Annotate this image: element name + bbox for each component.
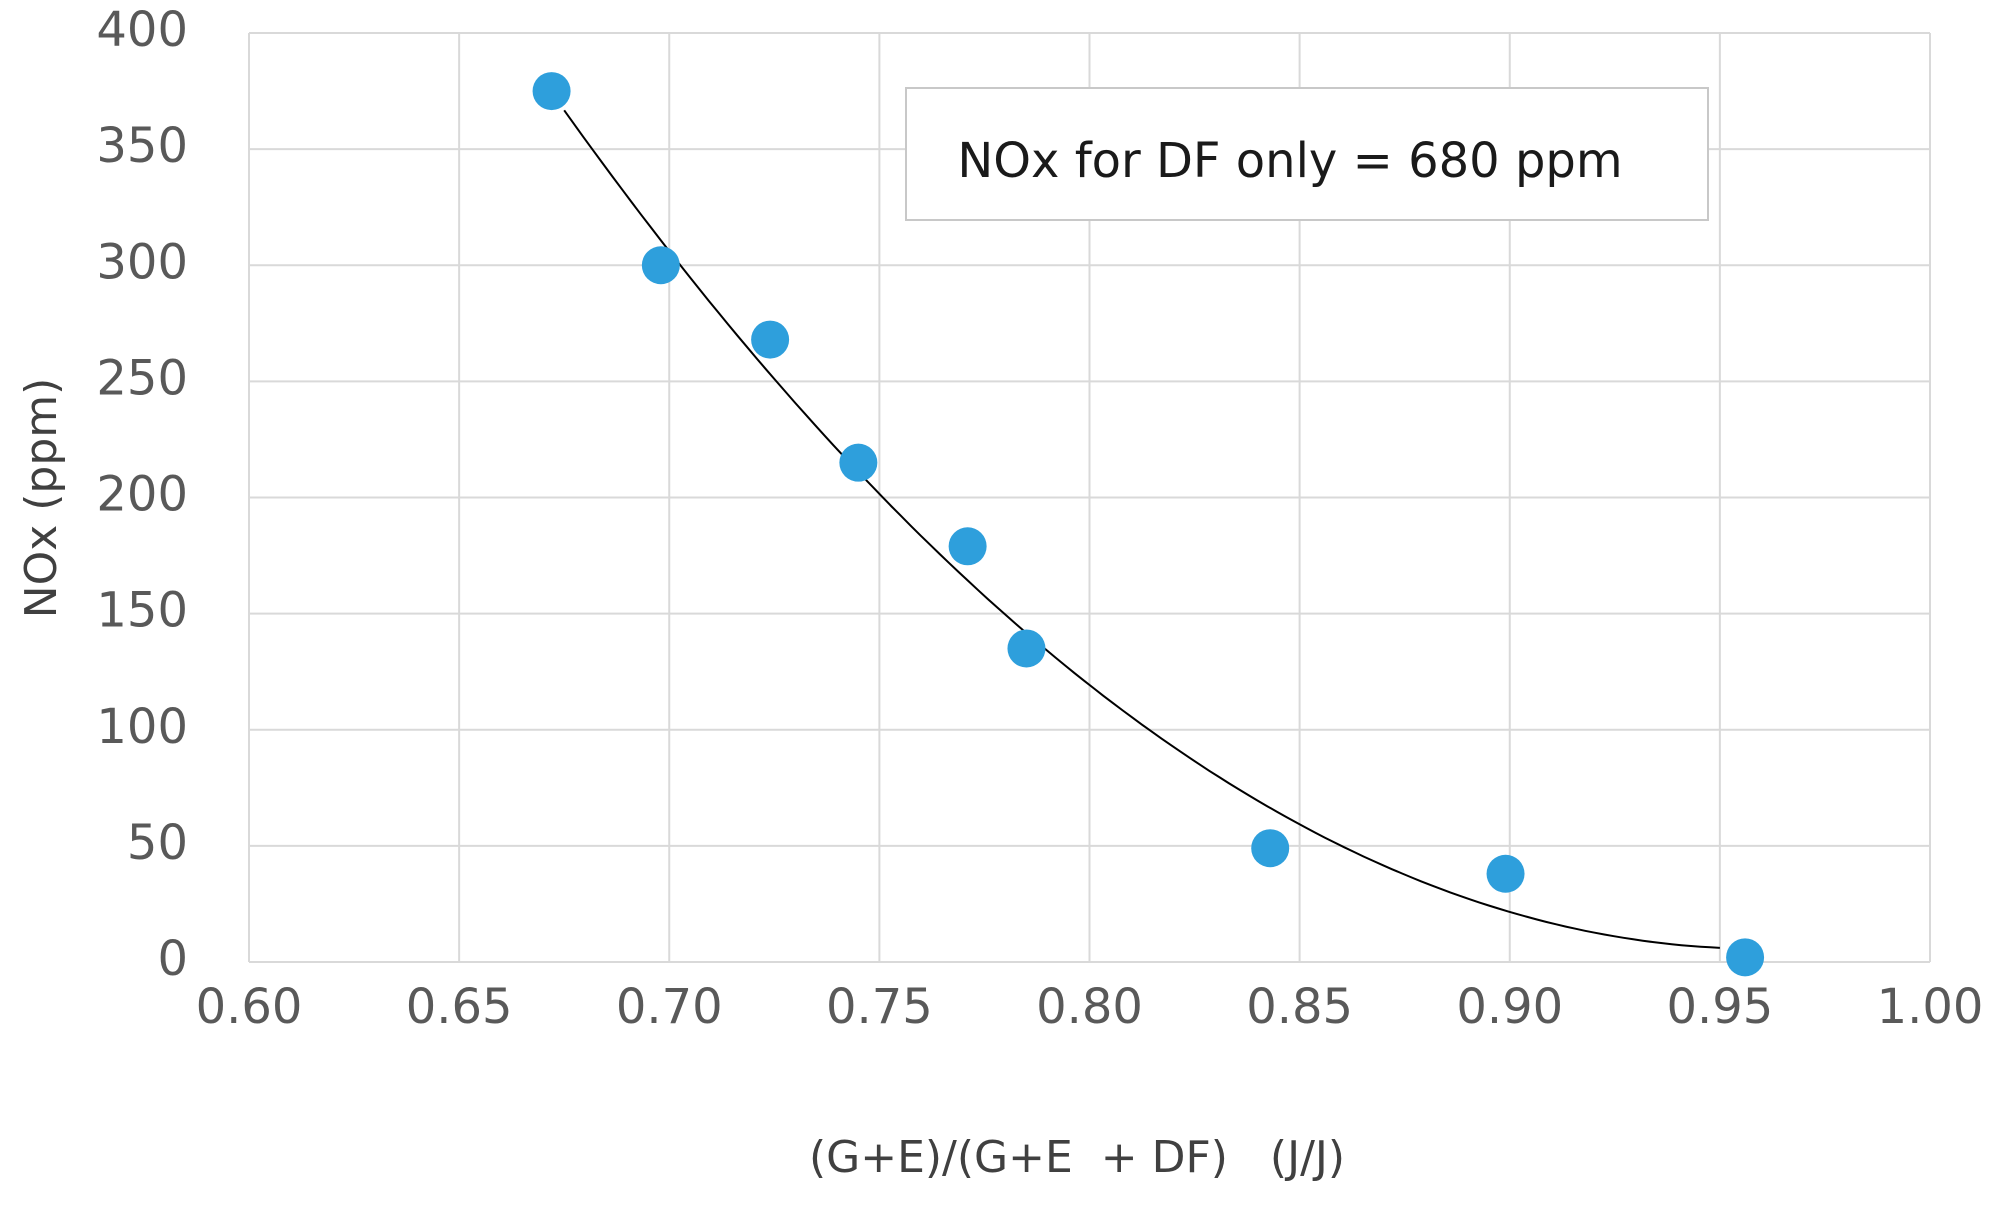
data-point	[1726, 938, 1765, 977]
x-axis-title: (G+E)/(G+E + DF) (J/J)	[809, 1132, 1345, 1183]
y-tick-label: 100	[96, 699, 188, 755]
data-points	[532, 72, 1765, 977]
trendline	[563, 109, 1720, 949]
y-axis-title: NOx (ppm)	[16, 378, 67, 619]
data-point	[532, 72, 571, 111]
y-tick-label: 350	[96, 118, 188, 174]
annotation-text: NOx for DF only = 680 ppm	[957, 133, 1622, 189]
y-axis-ticks: 0 50 100 150 200 250 300 350 400	[96, 2, 188, 987]
data-point	[948, 527, 987, 566]
data-point	[839, 443, 878, 482]
x-tick-label: 1.00	[1877, 979, 1984, 1035]
data-point	[1486, 854, 1525, 893]
x-tick-label: 0.95	[1666, 979, 1773, 1035]
x-tick-label: 0.80	[1036, 979, 1143, 1035]
x-tick-label: 0.90	[1456, 979, 1563, 1035]
x-tick-label: 0.65	[406, 979, 513, 1035]
data-point	[641, 246, 680, 285]
annotation-box: NOx for DF only = 680 ppm	[905, 87, 1709, 221]
y-tick-label: 300	[96, 234, 188, 290]
x-tick-label: 0.70	[616, 979, 723, 1035]
data-point	[1251, 829, 1290, 868]
data-point	[1007, 629, 1046, 668]
data-point	[751, 320, 790, 359]
y-tick-label: 50	[127, 815, 188, 871]
x-tick-label: 0.85	[1246, 979, 1353, 1035]
y-tick-label: 150	[96, 583, 188, 639]
grid-lines	[248, 32, 1931, 963]
x-axis-ticks: 0.60 0.65 0.70 0.75 0.80 0.85 0.90 0.95 1.00	[196, 979, 1984, 1035]
x-tick-label: 0.60	[196, 979, 303, 1035]
y-tick-label: 400	[96, 2, 188, 58]
y-tick-label: 0	[157, 931, 188, 987]
y-tick-label: 200	[96, 467, 188, 523]
y-tick-label: 250	[96, 350, 188, 406]
x-tick-label: 0.75	[826, 979, 933, 1035]
